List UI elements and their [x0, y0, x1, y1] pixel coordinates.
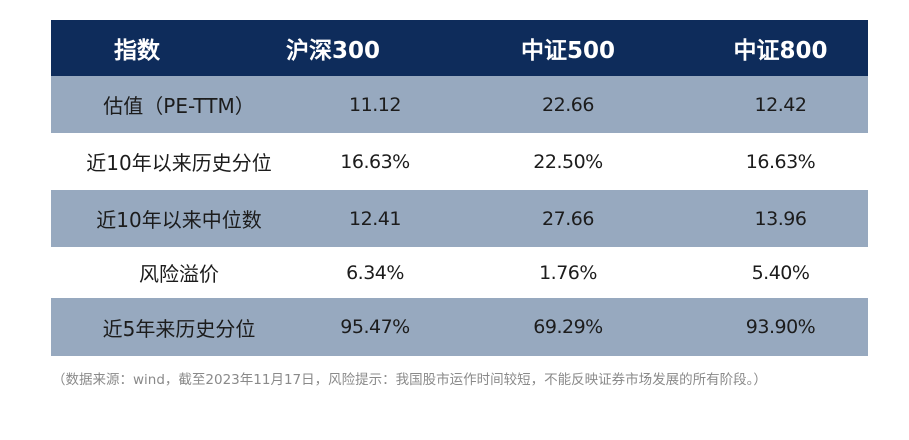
cell-hs300: 16.63% — [340, 150, 410, 173]
header-zz500: 中证500 — [520, 38, 615, 64]
cell-zz800: 12.42 — [754, 93, 807, 116]
cell-zz500: 1.76% — [539, 261, 597, 284]
row-label: 近10年以来中位数 — [96, 208, 262, 232]
cell-zz800: 5.40% — [751, 261, 810, 284]
row-label: 估值（PE-TTM） — [103, 94, 255, 118]
table-header-row: 指数 沪深300 中证500 中证800 — [51, 20, 868, 76]
header-zz800: 中证800 — [733, 38, 828, 64]
cell-hs300: 11.12 — [349, 93, 401, 116]
cell-hs300: 12.41 — [349, 207, 401, 230]
table-row: 近10年以来历史分位 16.63% 22.50% 16.63% — [51, 133, 868, 190]
cell-zz800: 93.90% — [745, 316, 816, 338]
cell-zz500: 69.29% — [533, 316, 603, 338]
cell-zz800: 13.96 — [754, 207, 807, 230]
cell-zz800: 16.63% — [745, 150, 816, 173]
cell-hs300: 95.47% — [340, 316, 410, 338]
row-label: 近5年来历史分位 — [102, 316, 256, 341]
source-note: （数据来源：wind，截至2023年11月17日，风险提示：我国股市运作时间较短… — [52, 372, 767, 388]
header-index: 指数 — [114, 38, 160, 64]
header-hs300: 沪深300 — [285, 38, 380, 64]
cell-hs300: 6.34% — [346, 261, 404, 284]
row-label: 近10年以来历史分位 — [86, 151, 272, 175]
table-row: 估值（PE-TTM） 11.12 22.66 12.42 — [51, 76, 868, 133]
table-row: 风险溢价 6.34% 1.76% 5.40% — [51, 247, 868, 298]
cell-zz500: 27.66 — [542, 207, 594, 230]
valuation-table: 指数 沪深300 中证500 中证800 估值（PE-TTM） 11.12 22… — [51, 20, 868, 356]
row-label: 风险溢价 — [139, 262, 219, 286]
cell-zz500: 22.66 — [542, 93, 594, 116]
cell-zz500: 22.50% — [533, 150, 603, 173]
table-row: 近5年来历史分位 95.47% 69.29% 93.90% — [51, 298, 868, 356]
table-row: 近10年以来中位数 12.41 27.66 13.96 — [51, 190, 868, 247]
